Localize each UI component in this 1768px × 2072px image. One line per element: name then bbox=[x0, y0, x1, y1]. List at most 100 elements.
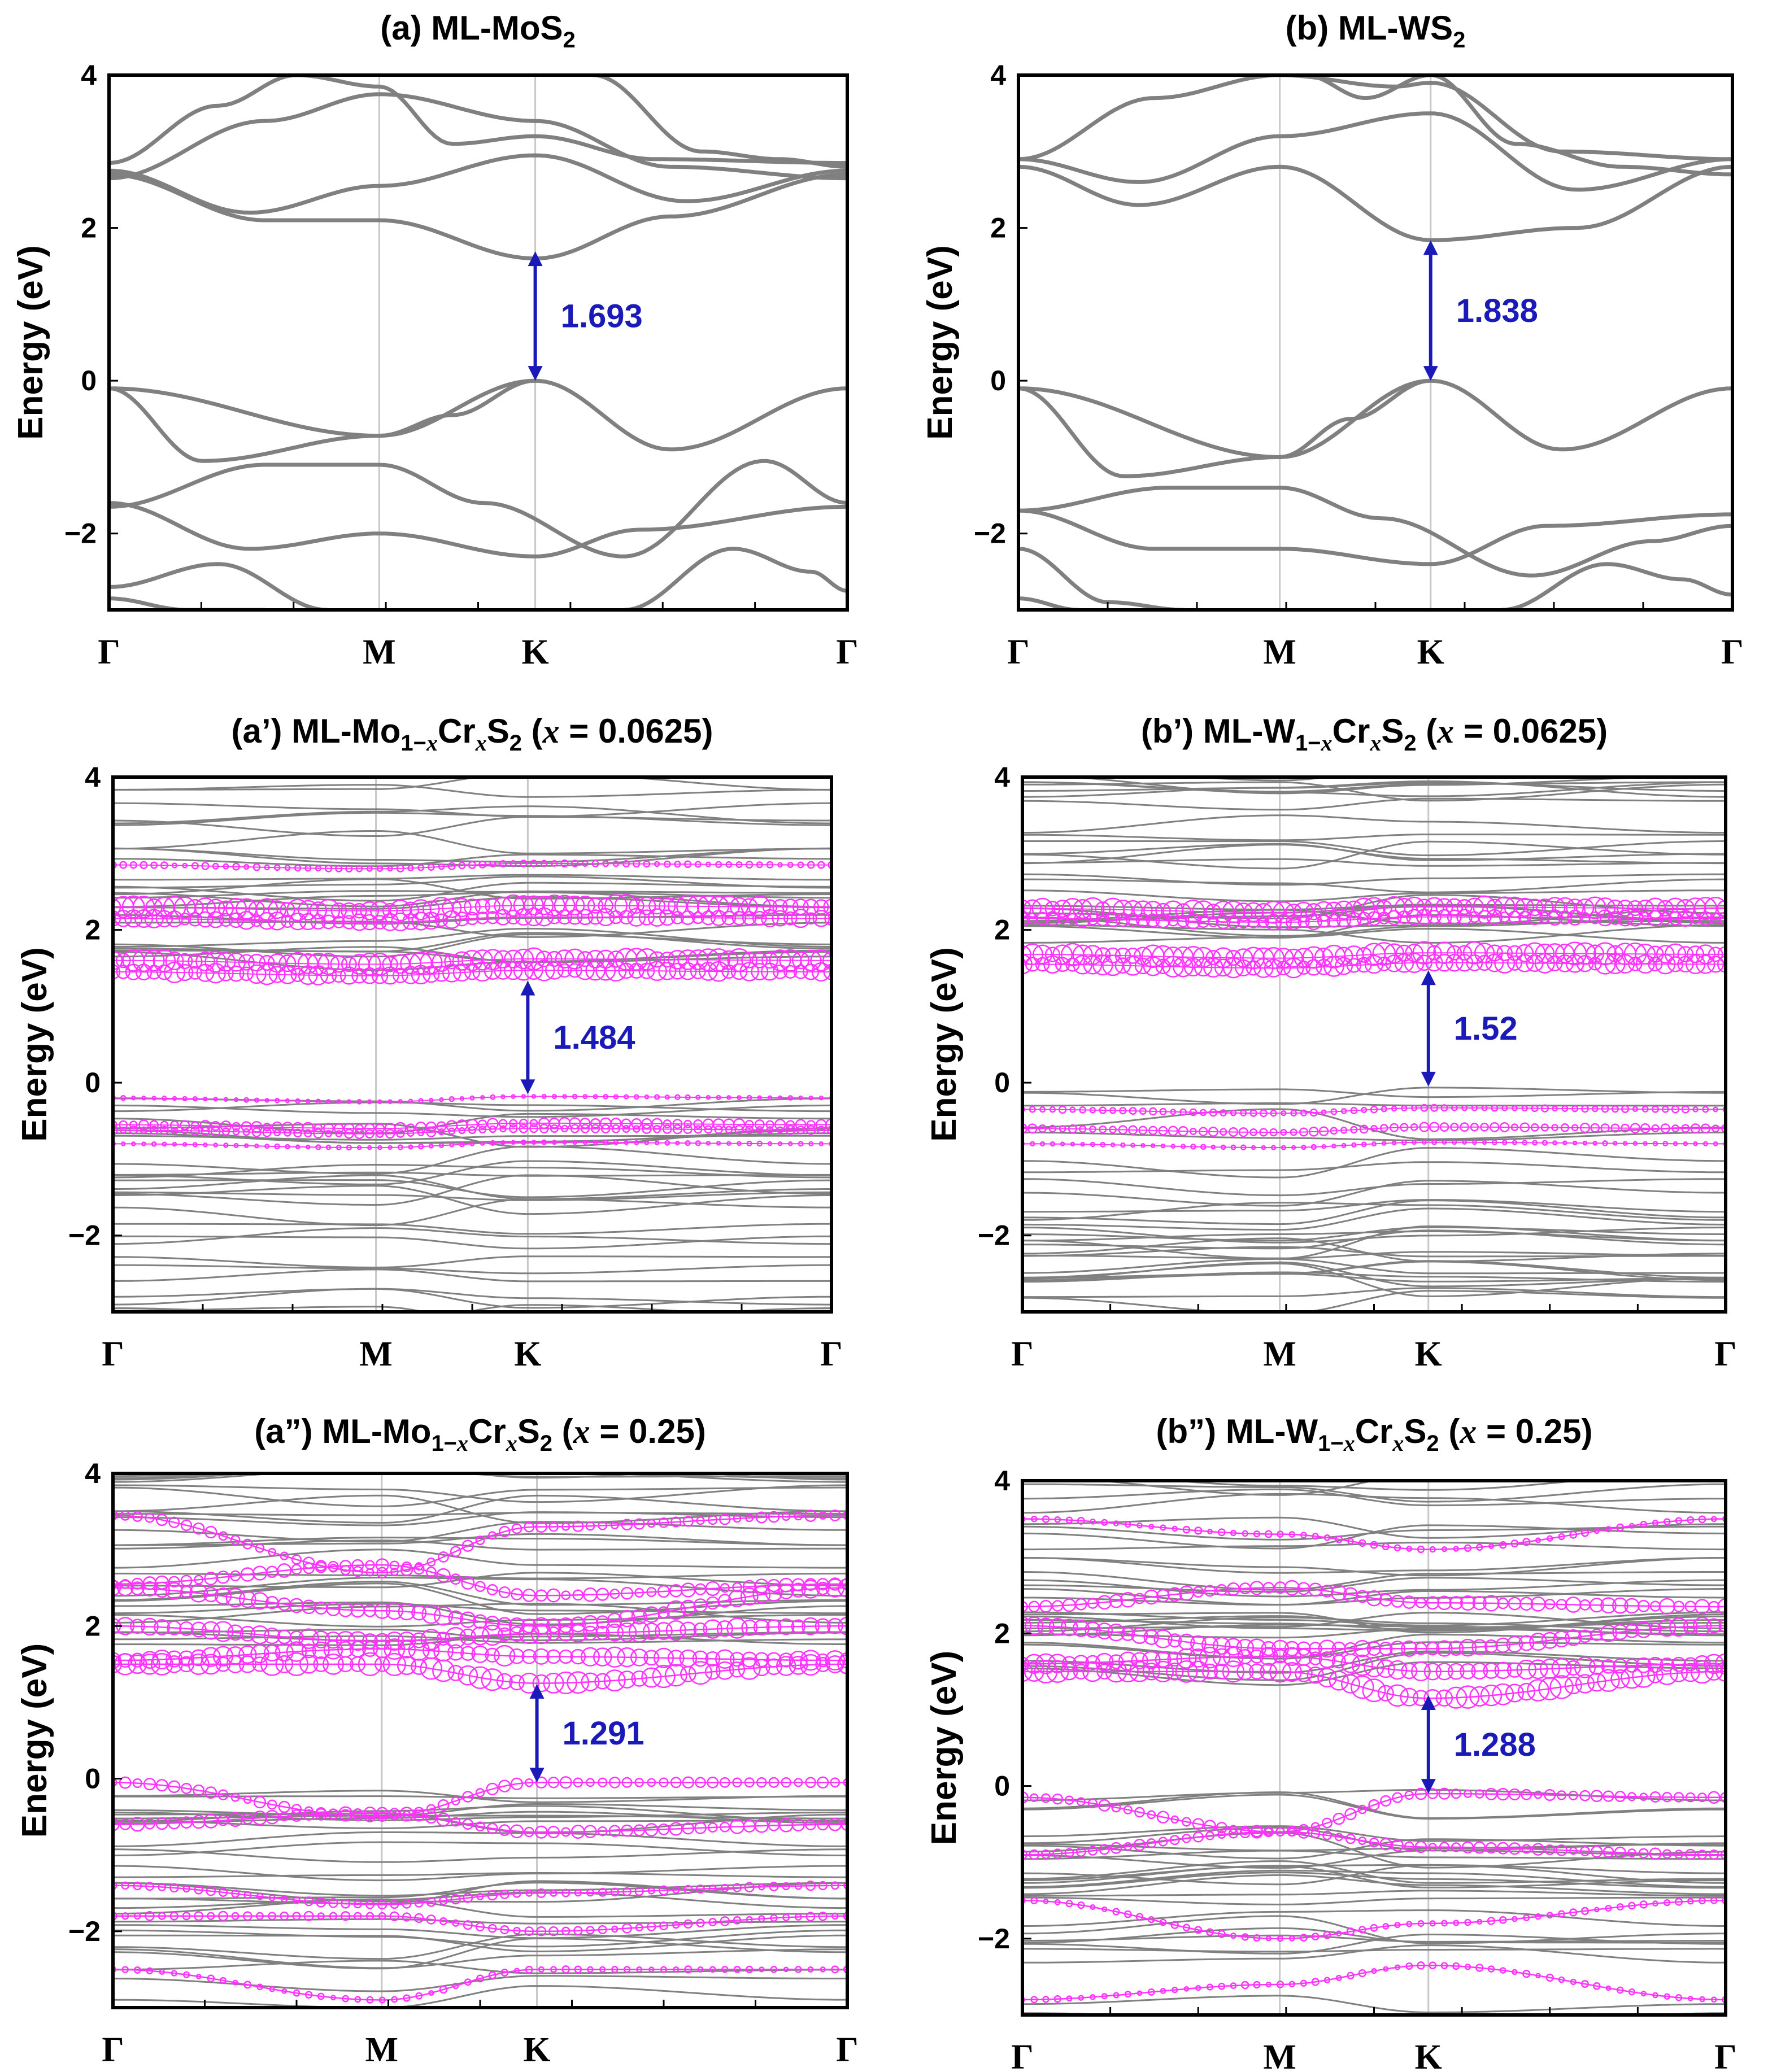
cr-weight-circle bbox=[488, 1531, 497, 1540]
cr-weight-circle bbox=[1276, 961, 1291, 976]
cr-weight-circle bbox=[387, 1145, 393, 1150]
cr-weight-circle bbox=[1370, 1923, 1378, 1932]
cr-weight-circle bbox=[660, 1966, 667, 1973]
cr-weight-circle bbox=[1709, 1849, 1719, 1860]
cr-weight-circle bbox=[1547, 955, 1563, 971]
cr-weight-circle bbox=[1170, 1921, 1179, 1929]
cr-weight-circle bbox=[1097, 1595, 1112, 1610]
cr-weight-circle bbox=[1540, 1123, 1549, 1132]
supercell-band bbox=[1022, 1199, 1726, 1225]
cr-weight-circle bbox=[794, 1913, 802, 1921]
cr-weight-circle bbox=[1068, 1124, 1077, 1133]
cr-weight-circle bbox=[1713, 1141, 1718, 1146]
cr-weight-circle bbox=[1212, 1648, 1231, 1667]
cr-weight-circle bbox=[1677, 956, 1694, 972]
cr-weight-circle bbox=[323, 1654, 344, 1675]
cr-weight-circle bbox=[454, 911, 469, 927]
cr-weight-circle bbox=[182, 1971, 190, 1978]
cr-weight-circle bbox=[716, 1094, 721, 1100]
cr-weight-circle bbox=[182, 1885, 190, 1893]
cr-weight-circle bbox=[669, 962, 686, 980]
cr-weight-circle bbox=[1438, 1787, 1451, 1800]
cr-weight-circle bbox=[304, 1991, 313, 1999]
cr-weight-circle bbox=[716, 1141, 721, 1146]
cr-weight-circle bbox=[233, 1142, 239, 1148]
cr-weight-circle bbox=[365, 1912, 374, 1921]
cr-weight-circle bbox=[1238, 1127, 1248, 1137]
supercell-band bbox=[113, 1227, 831, 1245]
cr-weight-circle bbox=[243, 1143, 249, 1149]
cr-weight-circle bbox=[1022, 1123, 1028, 1134]
cr-weight-circle bbox=[794, 1511, 803, 1521]
cr-weight-circle bbox=[715, 861, 722, 868]
supercell-band bbox=[1022, 1948, 1726, 1953]
cr-weight-circle bbox=[1485, 953, 1504, 972]
cr-weight-circle bbox=[390, 1900, 399, 1909]
cr-weight-circle bbox=[695, 1884, 706, 1894]
cr-weight-circle bbox=[619, 910, 634, 925]
cr-weight-circle bbox=[644, 1094, 650, 1100]
title-subscript: 1− bbox=[431, 1431, 457, 1456]
cr-weight-circle bbox=[1687, 945, 1705, 963]
cr-weight-circle bbox=[1695, 944, 1715, 965]
cr-weight-circle bbox=[1160, 1988, 1166, 1994]
cr-weight-circle bbox=[667, 1650, 685, 1667]
cr-projected-band bbox=[113, 1885, 847, 1905]
cr-weight-circle bbox=[1485, 1842, 1497, 1854]
cr-weight-circle bbox=[485, 898, 501, 914]
cr-weight-circle bbox=[1118, 1125, 1128, 1135]
cr-weight-circle bbox=[1284, 1641, 1300, 1656]
cr-weight-circle bbox=[1710, 1996, 1717, 2003]
cr-weight-circle bbox=[1506, 1635, 1523, 1653]
panel-a1: (a’) ML-Mo1−xCrxS2 (x = 0.0625)Energy (e… bbox=[15, 712, 843, 1373]
cr-weight-circle bbox=[341, 1899, 351, 1909]
band-CB5 bbox=[593, 75, 847, 169]
cr-weight-circle bbox=[1423, 1663, 1442, 1681]
cr-weight-circle bbox=[121, 1966, 129, 1973]
cr-weight-circle bbox=[508, 1124, 518, 1133]
cr-weight-circle bbox=[225, 1588, 245, 1608]
cr-weight-circle bbox=[767, 1141, 773, 1146]
cr-weight-circle bbox=[1281, 1110, 1287, 1116]
cr-weight-circle bbox=[1591, 1846, 1603, 1858]
cr-weight-circle bbox=[719, 950, 739, 970]
y-tick-label: 0 bbox=[994, 1770, 1010, 1802]
cr-weight-circle bbox=[634, 1886, 644, 1896]
cr-weight-circle bbox=[1095, 901, 1111, 918]
supercell-band bbox=[113, 1581, 847, 1606]
cr-weight-circle bbox=[494, 950, 512, 969]
cr-weight-circle bbox=[192, 1142, 198, 1148]
cr-weight-circle bbox=[378, 1996, 386, 2004]
cr-weight-circle bbox=[582, 860, 589, 867]
cr-weight-circle bbox=[756, 1777, 767, 1788]
cr-weight-circle bbox=[1330, 1127, 1338, 1135]
cr-weight-circle bbox=[841, 1818, 847, 1831]
cr-weight-circle bbox=[791, 1818, 805, 1832]
cr-weight-circle bbox=[113, 1125, 118, 1135]
cr-projected-band bbox=[113, 1969, 847, 2001]
cr-weight-circle bbox=[396, 1129, 405, 1138]
cr-weight-circle bbox=[634, 1140, 639, 1145]
band-CB2 bbox=[109, 153, 847, 215]
cr-weight-circle bbox=[449, 1142, 454, 1148]
cr-weight-circle bbox=[1100, 1141, 1106, 1148]
cr-weight-circle bbox=[1203, 957, 1223, 978]
plot-area bbox=[1022, 777, 1726, 1312]
cr-weight-circle bbox=[710, 910, 727, 926]
cr-weight-circle bbox=[1605, 1526, 1612, 1533]
cr-weight-circle bbox=[1265, 914, 1282, 931]
cr-weight-circle bbox=[575, 896, 595, 915]
cr-weight-circle bbox=[715, 1649, 735, 1669]
cr-weight-circle bbox=[521, 1618, 537, 1634]
cr-weight-circle bbox=[564, 948, 586, 970]
cr-weight-circle bbox=[827, 1618, 843, 1634]
cr-weight-circle bbox=[1523, 1914, 1530, 1921]
cr-weight-circle bbox=[618, 1670, 636, 1689]
cr-weight-circle bbox=[547, 909, 562, 924]
cr-weight-circle bbox=[1136, 1522, 1143, 1529]
cr-weight-circle bbox=[1101, 1993, 1108, 2000]
cr-weight-circle bbox=[778, 1584, 794, 1599]
cr-weight-circle bbox=[1218, 1982, 1226, 1990]
cr-weight-circle bbox=[531, 1094, 537, 1099]
cr-weight-circle bbox=[1471, 1639, 1488, 1655]
